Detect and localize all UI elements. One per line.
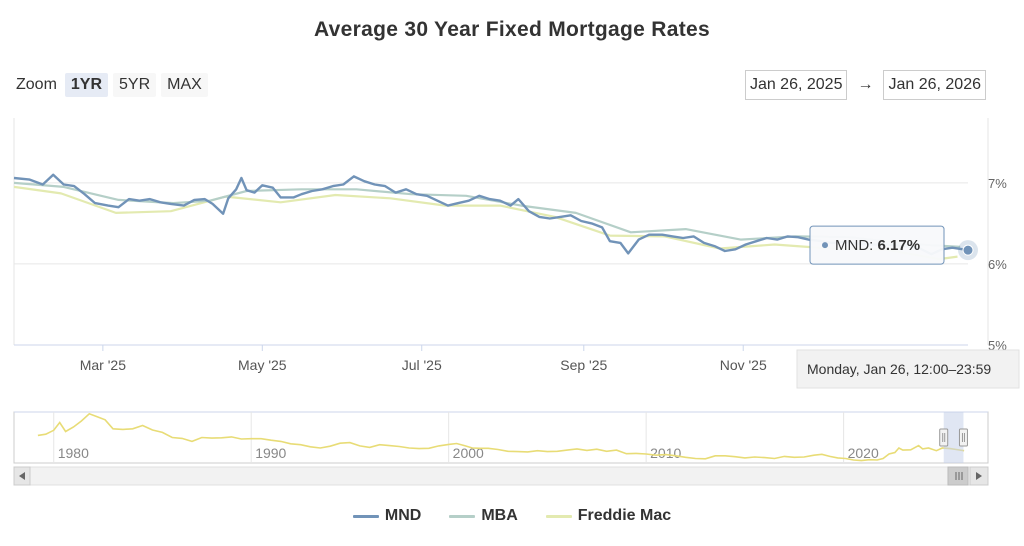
range-to-input[interactable]: Jan 26, 2026: [883, 70, 986, 100]
navigator-series-line: [37, 412, 965, 462]
navigator-tick-label: 2000: [453, 445, 484, 461]
range-from-input[interactable]: Jan 26, 2025: [744, 70, 848, 100]
navigator[interactable]: 1980 1990 2000 2010 2020: [13, 411, 989, 464]
tooltip-text: MND: 6.17%: [835, 237, 920, 254]
date-range: Jan 26, 2025 → Jan 26, 2026: [744, 70, 986, 100]
crosshair-label-box: [796, 349, 1020, 389]
y-tick-label: 7%: [988, 176, 1007, 191]
chart-title: Average 30 Year Fixed Mortgage Rates: [314, 18, 710, 41]
legend-label: MND: [384, 507, 422, 524]
navigator-frame: [13, 411, 989, 464]
tooltip-series-label: MND:: [835, 237, 878, 254]
series-line-mnd: [13, 173, 969, 256]
legend-swatch: [545, 514, 572, 518]
legend-label: Freddie Mac: [577, 507, 672, 524]
y-tick-label: 5%: [988, 338, 1007, 353]
legend-item-freddie-mac[interactable]: Freddie Mac: [545, 507, 672, 525]
legend-swatch: [352, 514, 379, 518]
overlay: MND: 6.17% Monday, Jan 26, 12:00–23:59: [796, 225, 1020, 389]
crosshair-label: Monday, Jan 26, 12:00–23:59: [807, 361, 991, 377]
tooltip-box: [809, 225, 945, 265]
x-tick-label: Sep '25: [560, 357, 607, 373]
scrollbar[interactable]: [13, 466, 989, 486]
scrollbar-thumb[interactable]: [947, 466, 969, 486]
legend-item-mba[interactable]: MBA: [449, 507, 518, 525]
legend-item-mnd[interactable]: MND: [352, 507, 422, 525]
scrollbar-track[interactable]: [13, 466, 989, 486]
tooltip-value: 6.17%: [878, 237, 921, 254]
zoom-5yr-button[interactable]: 5YR: [113, 73, 157, 97]
navigator-tick-label: 2020: [848, 445, 879, 461]
x-tick-label: Nov '25: [720, 357, 767, 373]
zoom-max-button[interactable]: MAX: [161, 73, 208, 97]
tooltip-dot: [822, 242, 828, 249]
navigator-tick-label: 1980: [58, 445, 89, 461]
axes: 5% 6% 7% Mar '25 May '25 Jul '25 Sep '25 Nov '2…: [14, 176, 1007, 373]
chart-svg: 5% 6% 7% Mar '25 May '25 Jul '25 Sep '25 Nov '2…: [13, 118, 1020, 486]
left-arrow-icon: [19, 472, 25, 480]
legend: MND MBA Freddie Mac: [0, 507, 1024, 525]
x-tick-label: Mar '25: [80, 357, 126, 373]
navigator-tick-label: 1990: [255, 445, 286, 461]
navigator-left-handle[interactable]: [939, 428, 949, 447]
x-tick-label: Jul '25: [402, 357, 442, 373]
navigator-right-handle[interactable]: [958, 428, 968, 447]
right-arrow-icon: [976, 472, 982, 480]
hover-point: [962, 244, 974, 256]
zoom-bar: Zoom 1YR 5YR MAX: [16, 72, 213, 98]
grid: [13, 118, 989, 345]
x-tick-label: May '25: [238, 357, 287, 373]
legend-swatch: [449, 514, 476, 518]
y-tick-label: 6%: [988, 257, 1007, 272]
navigator-selection[interactable]: [943, 412, 964, 463]
zoom-label: Zoom: [16, 76, 57, 93]
navigator-tick-label: 2010: [650, 445, 681, 461]
zoom-1yr-button[interactable]: 1YR: [64, 73, 109, 97]
range-arrow: →: [857, 76, 874, 93]
legend-label: MBA: [481, 507, 518, 524]
